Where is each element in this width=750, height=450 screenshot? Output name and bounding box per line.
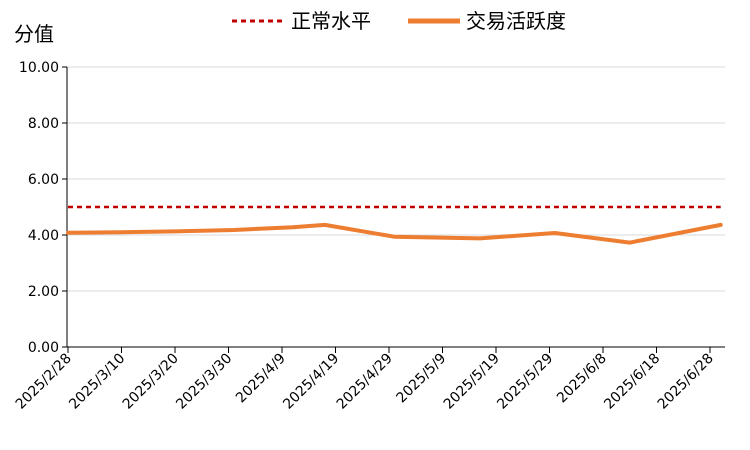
x-tick-label: 2025/5/29 [494, 351, 556, 413]
legend: 正常水平 交易活跃度 [232, 9, 566, 33]
y-tick-label: 8.00 [28, 116, 59, 132]
x-tick-label: 2025/3/20 [120, 351, 182, 413]
series-line-activity [66, 222, 723, 245]
legend-label-normal: 正常水平 [291, 9, 371, 33]
x-tick-labels: 2025/2/282025/3/102025/3/202025/3/302025… [13, 347, 717, 413]
y-tick-label: 0.00 [28, 340, 59, 356]
series-group [66, 205, 723, 245]
x-tick-label: 2025/4/19 [280, 351, 342, 413]
x-tick-label: 2025/6/18 [601, 351, 663, 413]
x-tick-label: 2025/5/19 [441, 351, 503, 413]
y-tick-label: 4.00 [28, 228, 59, 244]
legend-label-activity: 交易活跃度 [466, 9, 566, 33]
x-tick-label: 2025/3/30 [173, 351, 235, 413]
x-tick-label: 2025/2/28 [13, 351, 75, 413]
x-tick-label: 2025/6/8 [554, 351, 610, 407]
gridlines [67, 66, 725, 292]
x-tick-label: 2025/4/29 [334, 351, 396, 413]
x-tick-label: 2025/4/9 [233, 351, 289, 407]
y-tick-labels: 0.00 2.00 4.00 6.00 8.00 10.00 [19, 60, 67, 356]
x-tick-label: 2025/3/10 [66, 351, 128, 413]
y-tick-label: 10.00 [19, 60, 59, 76]
axes [66, 67, 725, 348]
x-tick-label: 2025/6/28 [655, 351, 717, 413]
y-axis-label: 分值 [14, 22, 54, 46]
y-tick-label: 6.00 [28, 172, 59, 188]
x-tick-label: 2025/5/9 [394, 351, 450, 407]
y-tick-label: 2.00 [28, 284, 59, 300]
